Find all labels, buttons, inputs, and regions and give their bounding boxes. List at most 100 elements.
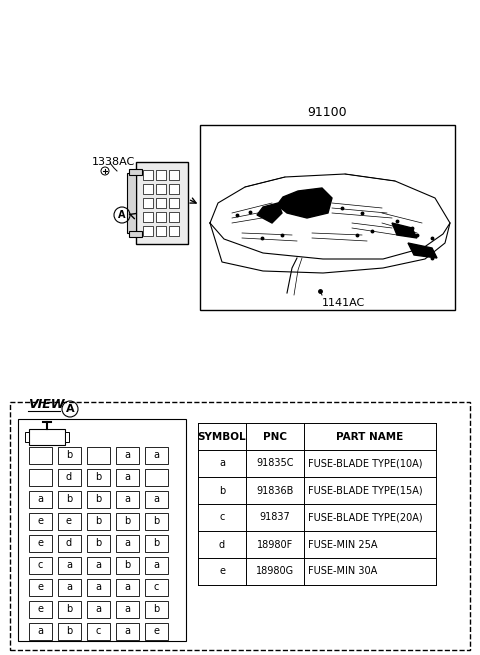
Text: e: e <box>37 604 43 614</box>
Bar <box>28 491 51 508</box>
Text: c: c <box>37 560 43 570</box>
Bar <box>116 601 139 618</box>
Bar <box>86 578 109 595</box>
Bar <box>86 601 109 618</box>
Bar <box>144 491 168 508</box>
Bar <box>169 184 179 194</box>
Text: a: a <box>124 582 130 592</box>
Bar <box>58 447 81 464</box>
Bar <box>143 198 153 208</box>
Bar <box>156 226 166 236</box>
Bar <box>28 601 51 618</box>
Text: 91100: 91100 <box>308 106 348 119</box>
Text: FUSE-BLADE TYPE(15A): FUSE-BLADE TYPE(15A) <box>308 485 422 495</box>
Bar <box>127 173 136 233</box>
Bar <box>144 601 168 618</box>
Text: PART NAME: PART NAME <box>336 432 404 441</box>
Text: 18980F: 18980F <box>257 540 293 550</box>
Text: c: c <box>153 582 159 592</box>
Text: e: e <box>37 516 43 526</box>
Text: 91837: 91837 <box>260 512 290 523</box>
Text: a: a <box>124 494 130 504</box>
Bar <box>156 184 166 194</box>
Text: FUSE-MIN 25A: FUSE-MIN 25A <box>308 540 377 550</box>
Text: 91835C: 91835C <box>256 458 294 468</box>
Text: d: d <box>66 472 72 482</box>
Bar <box>129 169 142 175</box>
Polygon shape <box>257 203 282 223</box>
Bar <box>144 534 168 552</box>
Bar <box>58 512 81 529</box>
Bar <box>28 447 51 464</box>
Bar <box>116 512 139 529</box>
Bar <box>65 432 69 442</box>
Text: b: b <box>66 450 72 460</box>
Text: a: a <box>66 560 72 570</box>
Text: e: e <box>153 626 159 636</box>
Bar <box>86 534 109 552</box>
Bar <box>156 212 166 222</box>
Text: e: e <box>219 567 225 576</box>
Bar <box>58 491 81 508</box>
Bar <box>144 622 168 639</box>
Bar <box>58 534 81 552</box>
Text: c: c <box>219 512 225 523</box>
Bar <box>116 468 139 485</box>
Text: d: d <box>66 538 72 548</box>
Bar <box>28 557 51 574</box>
Bar <box>28 534 51 552</box>
Text: 91836B: 91836B <box>256 485 294 495</box>
Text: A: A <box>66 404 74 414</box>
Bar <box>116 534 139 552</box>
Text: SYMBOL: SYMBOL <box>198 432 246 441</box>
Text: 1338AC: 1338AC <box>92 157 135 167</box>
Text: FUSE-BLADE TYPE(20A): FUSE-BLADE TYPE(20A) <box>308 512 422 523</box>
Bar <box>143 226 153 236</box>
Text: b: b <box>124 516 130 526</box>
Text: a: a <box>219 458 225 468</box>
Bar <box>144 578 168 595</box>
Bar <box>58 468 81 485</box>
Text: b: b <box>219 485 225 495</box>
Bar <box>28 622 51 639</box>
Bar <box>58 601 81 618</box>
Bar <box>25 432 29 442</box>
Text: a: a <box>153 450 159 460</box>
Text: d: d <box>219 540 225 550</box>
Text: PNC: PNC <box>263 432 287 441</box>
Text: b: b <box>153 516 159 526</box>
Bar <box>116 622 139 639</box>
Bar <box>86 447 109 464</box>
Text: b: b <box>153 604 159 614</box>
Text: A: A <box>118 210 126 220</box>
Text: b: b <box>66 604 72 614</box>
Text: b: b <box>153 538 159 548</box>
Text: a: a <box>37 494 43 504</box>
Bar <box>86 622 109 639</box>
Bar <box>144 468 168 485</box>
Text: b: b <box>95 516 101 526</box>
Text: a: a <box>95 582 101 592</box>
Bar <box>143 170 153 180</box>
Bar <box>116 491 139 508</box>
Bar <box>58 578 81 595</box>
Text: e: e <box>66 516 72 526</box>
Bar <box>28 468 51 485</box>
Bar <box>28 512 51 529</box>
Text: b: b <box>66 494 72 504</box>
Bar <box>136 162 188 244</box>
Bar <box>116 557 139 574</box>
Bar <box>129 231 142 237</box>
Text: b: b <box>95 494 101 504</box>
Bar <box>169 170 179 180</box>
Text: a: a <box>124 538 130 548</box>
Text: VIEW: VIEW <box>28 398 64 411</box>
Text: a: a <box>153 494 159 504</box>
Text: b: b <box>95 538 101 548</box>
Text: a: a <box>66 582 72 592</box>
Bar <box>116 578 139 595</box>
Bar <box>169 198 179 208</box>
Bar <box>143 212 153 222</box>
Text: 1141AC: 1141AC <box>322 298 365 308</box>
Bar <box>86 512 109 529</box>
